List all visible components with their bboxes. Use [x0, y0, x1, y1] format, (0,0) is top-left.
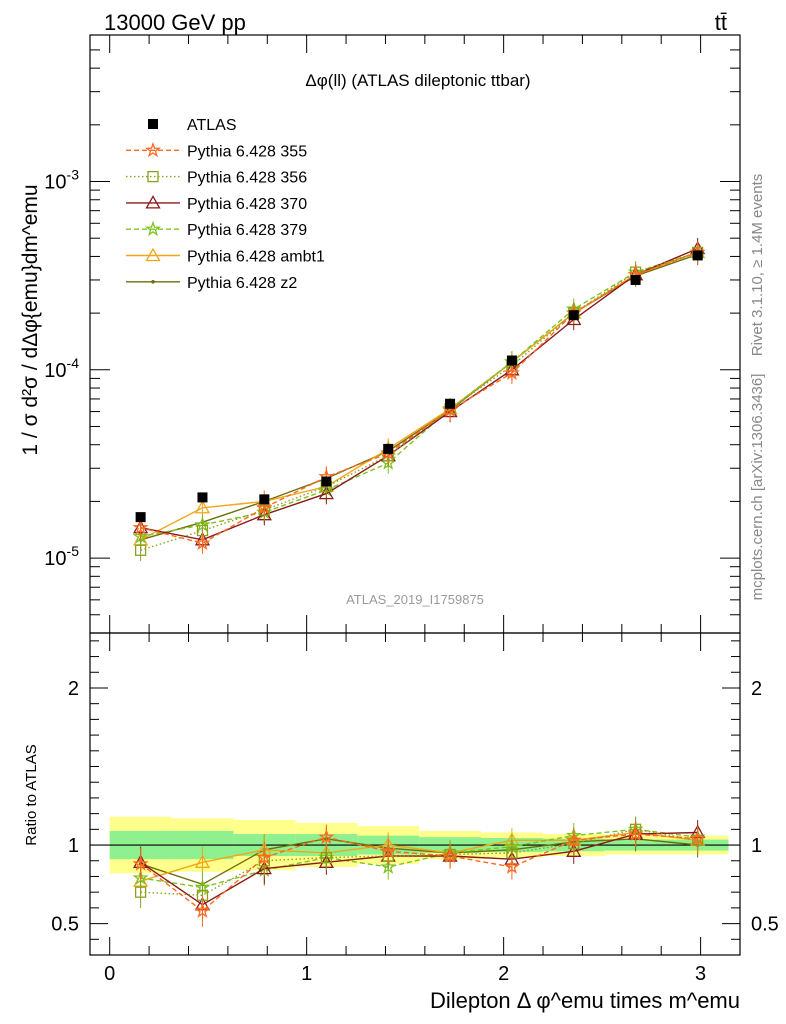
ratio-point — [380, 858, 397, 874]
legend-label: ATLAS — [187, 117, 237, 134]
main-y-ticks: 10-5 10-4 10-3 — [44, 34, 740, 634]
ratio-line — [140, 838, 698, 886]
x-tick-label: 0 — [104, 963, 115, 985]
legend: ATLAS Pythia 6.428 355 Pythia 6.428 356 Pyt… — [126, 117, 325, 292]
ratio-marks — [132, 816, 706, 927]
ratio-y-tick-label-right: 1 — [751, 835, 762, 857]
ratio-point — [689, 830, 706, 846]
x-tick-label: 3 — [695, 963, 706, 985]
ratio-y-tick-label-right: 2 — [751, 678, 762, 700]
main-panel: 10-5 10-4 10-3 Δφ(ll) (ATLAS dileptonic tt… — [19, 34, 741, 634]
ratio-point — [503, 858, 520, 874]
ratio-point — [442, 847, 459, 863]
legend-marker — [145, 247, 161, 262]
main-line — [140, 251, 698, 544]
ratio-point — [565, 831, 582, 848]
ratio-line — [140, 828, 698, 897]
legend-marker — [151, 280, 155, 284]
ratio-panel: 0.5 0.5 1 1 2 2 0 1 2 3 Ratio to ATLAS Dilepton Δ… — [23, 632, 779, 1013]
main-marks — [132, 237, 706, 561]
x-tick-label: 1 — [301, 963, 312, 985]
legend-marker — [148, 119, 158, 129]
data-point — [568, 310, 579, 321]
main-title: Δφ(ll) (ATLAS dileptonic ttbar) — [305, 71, 530, 90]
ratio-point — [566, 843, 582, 857]
ratio-y-axis-label: Ratio to ATLAS — [23, 744, 40, 845]
ratio-point — [132, 855, 149, 871]
main-y-tick-label: 10-4 — [44, 355, 79, 382]
main-line — [140, 253, 698, 541]
data-point — [135, 512, 146, 523]
legend-marker — [147, 170, 159, 183]
main-y-tick-label: 10-5 — [44, 543, 79, 570]
ratio-point — [134, 886, 147, 898]
main-y-tick-label: 10-3 — [44, 167, 79, 194]
main-point — [318, 485, 334, 500]
main-point — [194, 534, 211, 551]
data-point — [692, 250, 703, 261]
ratio-y-tick-label: 0.5 — [51, 914, 79, 936]
ratio-point — [194, 902, 211, 918]
main-y-axis-label: 1 / σ d²σ / dΔφ{emu}dm^emu — [19, 184, 42, 455]
x-axis-label: Dilepton Δ φ^emu times m^emu — [430, 988, 740, 1013]
main-point — [132, 528, 149, 544]
main-line — [140, 251, 698, 541]
x-tick-label: 2 — [498, 963, 509, 985]
legend-label: Pythia 6.428 z2 — [187, 275, 297, 292]
ratio-frame — [89, 632, 741, 956]
ratio-y-tick-label-right: 0.5 — [751, 914, 779, 936]
data-point — [321, 476, 332, 487]
main-point — [503, 364, 520, 381]
ratio-point — [318, 828, 335, 845]
ratio-point — [380, 842, 397, 859]
mcplots-label: mcplots.cern.ch [arXiv:1306.3436] — [749, 374, 766, 601]
data-point — [630, 274, 641, 285]
legend-marker — [144, 141, 162, 158]
main-point — [194, 499, 211, 514]
ratio-uncertainty-bands — [90, 816, 740, 874]
data-point — [383, 443, 394, 454]
main-point — [134, 544, 147, 556]
legend-label: Pythia 6.428 ambt1 — [187, 249, 325, 266]
ratio-y-tick-label: 2 — [68, 678, 79, 700]
data-point — [197, 492, 208, 503]
main-point — [132, 519, 149, 535]
header-left-label: 13000 GeV pp — [104, 10, 246, 35]
ratio-point — [627, 825, 644, 841]
legend-label: Pythia 6.428 379 — [187, 222, 307, 239]
legend-label: Pythia 6.428 356 — [187, 170, 307, 187]
legend-marker — [144, 220, 162, 237]
rivet-version-label: Rivet 3.1.10, ≥ 1.4M events — [749, 174, 766, 357]
header-right-label: tt̄ — [715, 10, 727, 35]
data-point — [506, 355, 517, 366]
legend-marker — [145, 195, 161, 209]
ratio-point — [256, 849, 273, 865]
legend-label: Pythia 6.428 355 — [187, 143, 307, 160]
main-line — [140, 247, 698, 541]
data-point — [445, 398, 456, 409]
analysis-watermark: ATLAS_2019_I1759875 — [346, 592, 484, 607]
legend-label: Pythia 6.428 370 — [187, 196, 307, 213]
main-line — [140, 251, 698, 538]
ratio-point — [194, 854, 211, 868]
data-point — [259, 494, 270, 505]
ratio-line — [140, 831, 698, 906]
ratio-point — [320, 851, 333, 864]
ratio-line — [140, 828, 698, 889]
ratio-y-tick-label: 1 — [68, 835, 79, 857]
ratio-line — [140, 831, 698, 882]
ratio-axis-ticks: 0.5 0.5 1 1 2 2 0 1 2 3 — [51, 633, 779, 985]
main-point — [256, 499, 273, 515]
